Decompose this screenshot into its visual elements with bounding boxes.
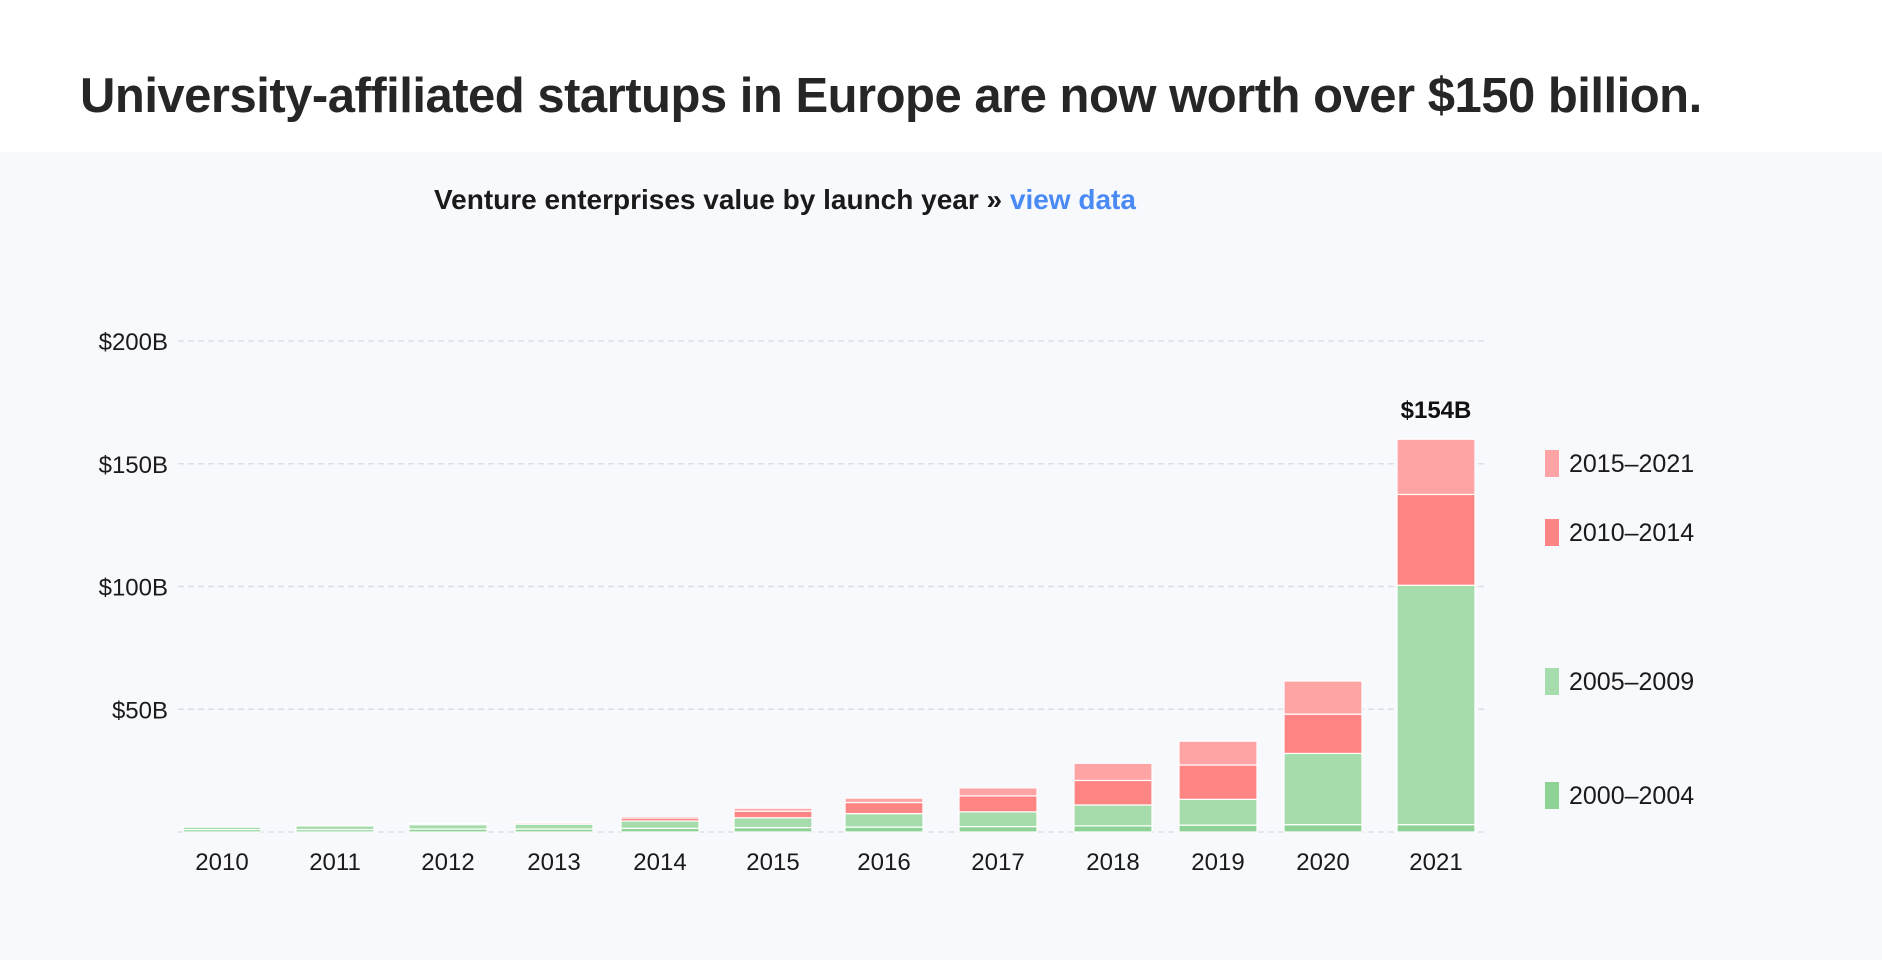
x-tick-label: 2010	[195, 849, 248, 876]
legend-item: 2000–2004	[1545, 782, 1694, 810]
x-tick-label: 2014	[633, 849, 686, 876]
bar-stack-2018[interactable]	[1073, 762, 1153, 833]
bar-segment	[844, 801, 924, 815]
bar-segment	[514, 823, 594, 830]
y-tick-label: $100B	[99, 575, 168, 602]
x-tick-label: 2018	[1086, 849, 1139, 876]
bar-segment	[408, 824, 488, 830]
bar-stack-2014[interactable]	[620, 815, 700, 833]
bar-segment	[1073, 762, 1153, 782]
legend-item: 2005–2009	[1545, 668, 1694, 696]
bar-stack-2013[interactable]	[514, 821, 594, 833]
legend-swatch	[1545, 782, 1559, 809]
legend-label: 2010–2014	[1569, 519, 1694, 547]
bar-segment	[1178, 798, 1258, 826]
grid-lines	[178, 340, 1488, 833]
y-tick-label: $200B	[99, 329, 168, 356]
x-tick-label: 2015	[746, 849, 799, 876]
bar-segment	[1073, 779, 1153, 806]
bar-segment	[958, 795, 1038, 813]
bar-segment	[733, 826, 813, 833]
x-tick-label: 2019	[1191, 849, 1244, 876]
subtitle-text: Venture enterprises value by launch year…	[434, 184, 1003, 215]
bar-segment	[958, 787, 1038, 797]
chart-subtitle: Venture enterprises value by launch year…	[0, 184, 1570, 216]
bar-segment	[408, 822, 488, 826]
x-tick-label: 2013	[527, 849, 580, 876]
y-axis: $50B $100B $150B $200B	[99, 329, 168, 724]
y-tick-label: $50B	[112, 697, 168, 724]
bar-stack-2010[interactable]	[182, 826, 262, 833]
x-tick-label: 2016	[857, 849, 910, 876]
bar-segment	[733, 810, 813, 819]
total-label: $154B	[1401, 397, 1472, 424]
view-data-link[interactable]: view data	[1009, 184, 1136, 215]
bar-stack-2015[interactable]	[733, 807, 813, 833]
legend-swatch	[1545, 450, 1559, 477]
bar-stack-2019[interactable]	[1178, 740, 1258, 833]
bar-segment	[733, 817, 813, 829]
bar-segment	[844, 826, 924, 833]
bar-segment	[1073, 825, 1153, 833]
legend-label: 2000–2004	[1569, 782, 1694, 810]
bar-segment	[1396, 584, 1476, 826]
bar-segment	[1178, 764, 1258, 800]
bar-segment	[295, 824, 375, 827]
x-tick-label: 2021	[1409, 849, 1462, 876]
bar-segment	[1283, 824, 1363, 833]
bar-segment	[1283, 713, 1363, 755]
bar-stack-2020[interactable]	[1283, 680, 1363, 833]
legend-swatch	[1545, 519, 1559, 546]
bar-segment	[1283, 752, 1363, 826]
bar-segment	[1178, 740, 1258, 766]
x-axis: 2010 2011 2012 2013 2014 2015 2016 2017 2018 2019…	[195, 849, 1462, 876]
bar-segment	[620, 815, 700, 819]
bar-stack-2011[interactable]	[295, 824, 375, 833]
x-tick-label: 2020	[1296, 849, 1349, 876]
bar-segment	[733, 807, 813, 812]
bar-segment	[1396, 824, 1476, 833]
bar-stack-2021[interactable]	[1396, 438, 1476, 833]
bar-stack-2017[interactable]	[958, 787, 1038, 833]
headline: University-affiliated startups in Europe…	[80, 69, 1702, 123]
annotations: $154B	[1401, 397, 1472, 424]
x-tick-label: 2011	[309, 849, 361, 876]
bar-segment	[1283, 680, 1363, 715]
bar-segment	[844, 797, 924, 804]
x-tick-label: 2012	[421, 849, 474, 876]
bar-segment	[1073, 804, 1153, 827]
legend-label: 2005–2009	[1569, 668, 1694, 696]
legend: 2015–2021 2010–2014 2005–2009 2000–2004	[1545, 450, 1694, 810]
bar-segment	[182, 826, 262, 831]
bar-segment	[1396, 438, 1476, 496]
legend-swatch	[1545, 668, 1559, 695]
bars	[182, 438, 1476, 833]
bar-segment	[620, 820, 700, 829]
x-tick-label: 2017	[971, 849, 1024, 876]
bar-segment	[1178, 824, 1258, 833]
y-tick-label: $150B	[99, 452, 168, 479]
bar-segment	[958, 825, 1038, 833]
bar-stack-2012[interactable]	[408, 822, 488, 833]
bar-segment	[1396, 493, 1476, 586]
legend-item: 2015–2021	[1545, 450, 1694, 478]
bar-segment	[958, 811, 1038, 828]
bar-stack-2016[interactable]	[844, 797, 924, 833]
legend-label: 2015–2021	[1569, 450, 1694, 478]
bar-segment	[844, 812, 924, 828]
bar-segment	[514, 821, 594, 824]
legend-item: 2010–2014	[1545, 519, 1694, 547]
